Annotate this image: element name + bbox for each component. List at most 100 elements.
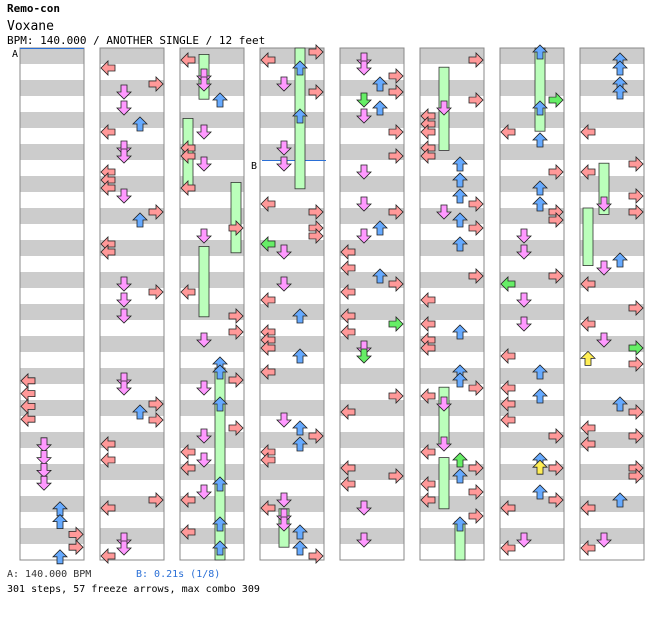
note-arrow	[340, 260, 356, 276]
beat-stripe	[20, 144, 84, 160]
note-arrow	[452, 372, 468, 388]
note-arrow	[340, 324, 356, 340]
beat-stripe	[260, 240, 324, 256]
note-arrow	[580, 540, 596, 556]
note-arrow	[116, 100, 132, 116]
note-arrow	[116, 84, 132, 100]
note-arrow	[580, 420, 596, 436]
note-arrow	[340, 284, 356, 300]
beat-stripe	[420, 272, 484, 288]
note-arrow	[580, 276, 596, 292]
beat-stripe	[500, 208, 564, 224]
note-arrow	[340, 244, 356, 260]
note-arrow	[276, 492, 292, 508]
note-arrow	[260, 444, 276, 460]
note-arrow	[468, 52, 484, 68]
note-arrow	[500, 540, 516, 556]
beat-stripe	[340, 176, 404, 192]
note-arrow	[532, 388, 548, 404]
note-arrow	[532, 180, 548, 196]
note-arrow	[628, 468, 644, 484]
note-arrow	[212, 396, 228, 412]
note-arrow	[180, 52, 196, 68]
beat-stripe	[20, 464, 84, 480]
note-arrow	[196, 380, 212, 396]
note-arrow	[388, 68, 404, 84]
freeze-arrow	[230, 181, 242, 254]
note-arrow	[532, 44, 548, 60]
beat-stripe	[180, 464, 244, 480]
note-arrow	[180, 444, 196, 460]
note-arrow	[436, 436, 452, 452]
note-arrow	[228, 372, 244, 388]
note-arrow	[468, 92, 484, 108]
note-arrow	[452, 212, 468, 228]
beat-stripe	[180, 368, 244, 384]
beat-stripe	[580, 304, 644, 320]
beat-stripe	[500, 144, 564, 160]
beat-stripe	[420, 528, 484, 544]
beat-stripe	[340, 144, 404, 160]
column-border	[499, 47, 565, 561]
beat-stripe	[580, 432, 644, 448]
note-arrow	[276, 516, 292, 532]
note-arrow	[612, 60, 628, 76]
column-border	[99, 47, 165, 561]
note-arrow	[388, 316, 404, 332]
beat-stripe	[500, 400, 564, 416]
column-border	[579, 47, 645, 561]
note-arrow	[532, 364, 548, 380]
beat-stripe	[180, 528, 244, 544]
beat-stripe	[500, 240, 564, 256]
note-arrow	[148, 492, 164, 508]
note-arrow	[388, 388, 404, 404]
beat-stripe	[260, 496, 324, 512]
note-arrow	[420, 332, 436, 348]
note-arrow	[372, 220, 388, 236]
note-arrow	[628, 340, 644, 356]
note-arrow	[196, 228, 212, 244]
note-arrow	[340, 460, 356, 476]
note-arrow	[148, 204, 164, 220]
beat-stripe	[340, 272, 404, 288]
note-arrow	[548, 212, 564, 228]
note-arrow	[596, 196, 612, 212]
note-arrow	[276, 156, 292, 172]
note-arrow	[548, 460, 564, 476]
freeze-arrow	[598, 162, 610, 215]
note-arrow	[356, 532, 372, 548]
beat-stripe	[500, 464, 564, 480]
beat-stripe	[340, 208, 404, 224]
note-arrow	[260, 340, 276, 356]
beat-stripe	[580, 528, 644, 544]
beat-stripe	[180, 48, 244, 64]
beat-stripe	[20, 400, 84, 416]
note-arrow	[548, 428, 564, 444]
note-arrow	[276, 412, 292, 428]
note-arrow	[100, 436, 116, 452]
freeze-arrow	[438, 386, 450, 446]
note-arrow	[420, 444, 436, 460]
note-arrow	[308, 204, 324, 220]
note-arrow	[532, 100, 548, 116]
note-arrow	[420, 492, 436, 508]
note-arrow	[36, 450, 52, 466]
beat-stripe	[340, 496, 404, 512]
note-arrow	[100, 452, 116, 468]
note-arrow	[420, 340, 436, 356]
note-arrow	[148, 76, 164, 92]
beat-stripe	[20, 496, 84, 512]
note-arrow	[580, 436, 596, 452]
note-arrow	[292, 108, 308, 124]
note-arrow	[260, 452, 276, 468]
note-arrow	[308, 84, 324, 100]
beat-stripe	[20, 304, 84, 320]
beat-stripe	[580, 496, 644, 512]
note-arrow	[100, 236, 116, 252]
beat-stripe	[420, 304, 484, 320]
beat-stripe	[580, 272, 644, 288]
note-arrow	[196, 428, 212, 444]
beat-stripe	[100, 464, 164, 480]
beat-stripe	[340, 432, 404, 448]
